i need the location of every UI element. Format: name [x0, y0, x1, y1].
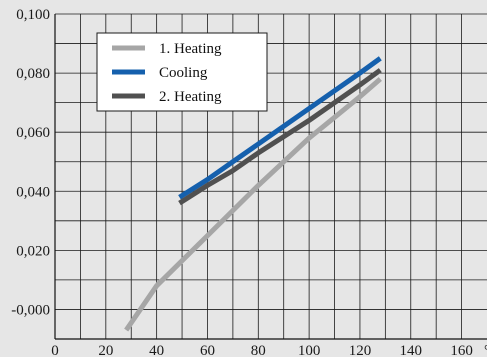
- x-tick-label: 60: [200, 343, 215, 357]
- x-tick-label: 80: [251, 343, 266, 357]
- x-tick-label: 140: [400, 343, 423, 357]
- x-tick-label: 20: [98, 343, 113, 357]
- y-tick-label: 0,020: [16, 243, 50, 259]
- series-lines: [124, 56, 382, 332]
- y-tick-label: 0,060: [16, 125, 50, 141]
- y-tick-label: -0,000: [11, 302, 50, 318]
- legend-label-1: 1. Heating: [159, 41, 222, 57]
- series-line-1: [124, 77, 382, 332]
- series-line-2: [178, 56, 382, 200]
- y-tick-label: 0,080: [16, 66, 50, 82]
- y-tick-label: 0,040: [16, 184, 50, 200]
- series-line-3: [178, 68, 382, 206]
- axes: [54, 14, 487, 340]
- x-tick-label: 100: [298, 343, 321, 357]
- x-tick-label: 40: [149, 343, 164, 357]
- legend-label-2: Cooling: [159, 65, 208, 81]
- x-tick-label: 120: [349, 343, 372, 357]
- x-unit-label: °C: [484, 343, 487, 357]
- legend-label-3: 2. Heating: [159, 89, 222, 105]
- y-tick-label: 0,100: [16, 7, 50, 23]
- x-tick-label: 0: [51, 343, 59, 357]
- legend: 1. Heating Cooling 2. Heating: [96, 32, 268, 112]
- x-tick-label: 160: [450, 343, 473, 357]
- tick-labels: -0,000 0,020 0,040 0,060 0,080 0,100 0 20 40 60 80…: [11, 7, 487, 357]
